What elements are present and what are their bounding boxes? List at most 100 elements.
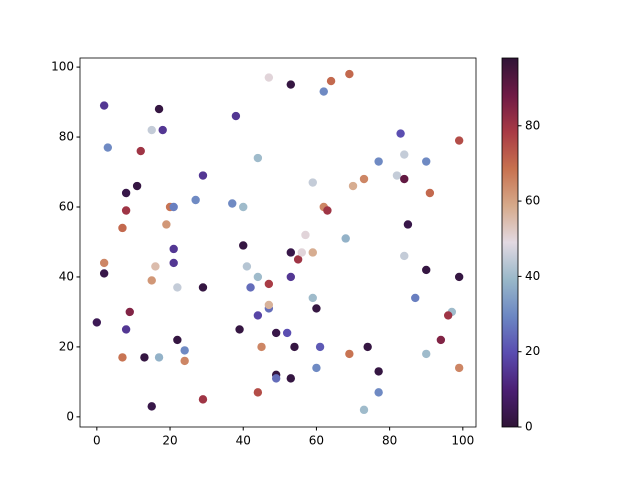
y-tick-label: 0 <box>66 409 74 423</box>
point <box>99 269 109 278</box>
point <box>454 363 464 373</box>
point <box>231 111 241 121</box>
point <box>125 307 134 317</box>
x-tick-label: 40 <box>236 434 251 448</box>
point <box>151 262 160 271</box>
point <box>345 69 354 79</box>
point <box>297 248 306 257</box>
point <box>92 318 102 327</box>
point <box>180 346 189 355</box>
point <box>253 388 263 397</box>
point <box>121 325 131 334</box>
point <box>118 223 127 233</box>
point <box>162 220 171 229</box>
point <box>118 353 127 362</box>
point <box>257 342 266 352</box>
point <box>99 101 109 110</box>
point <box>103 143 113 152</box>
point <box>422 265 431 275</box>
point <box>264 279 274 289</box>
point <box>158 125 167 135</box>
point <box>147 402 156 411</box>
point <box>400 150 409 159</box>
point <box>264 73 274 82</box>
point <box>308 293 317 303</box>
point <box>169 244 178 254</box>
point <box>374 157 383 166</box>
point <box>147 125 156 135</box>
point <box>271 328 281 338</box>
point <box>147 276 156 285</box>
x-tick-label: 0 <box>93 434 101 448</box>
point <box>436 335 446 345</box>
point <box>293 255 303 264</box>
point <box>286 272 296 282</box>
point <box>400 174 409 184</box>
point <box>403 220 413 229</box>
colorbar-tick-label: 40 <box>525 269 540 283</box>
point <box>454 136 464 145</box>
point <box>411 293 420 303</box>
point <box>264 300 274 310</box>
point <box>315 342 325 352</box>
colorbar-tick-label: 20 <box>525 344 540 358</box>
point <box>341 234 350 243</box>
point <box>422 349 431 359</box>
point <box>239 241 248 250</box>
point <box>169 202 178 212</box>
point <box>271 374 281 383</box>
point <box>374 367 383 376</box>
colorbar-tick-label: 80 <box>525 118 540 132</box>
point <box>400 251 409 261</box>
point <box>121 188 131 198</box>
x-tick-label: 20 <box>162 434 177 448</box>
point <box>239 202 248 212</box>
point <box>454 272 464 282</box>
point <box>443 311 453 320</box>
point <box>253 272 263 282</box>
point <box>180 356 189 366</box>
point <box>235 325 244 334</box>
point <box>198 395 208 404</box>
point <box>242 262 252 271</box>
point <box>396 129 405 138</box>
point <box>282 328 292 338</box>
point <box>169 258 178 268</box>
x-tick-label: 60 <box>309 434 324 448</box>
x-tick-label: 100 <box>451 434 474 448</box>
point <box>246 283 255 292</box>
point <box>121 206 131 215</box>
y-tick-label: 60 <box>59 199 74 213</box>
point <box>286 80 296 89</box>
point <box>154 353 164 362</box>
point <box>326 76 336 86</box>
point <box>198 283 208 292</box>
point <box>286 374 296 383</box>
point <box>308 178 317 187</box>
point <box>425 188 435 198</box>
point <box>392 171 402 180</box>
point <box>319 87 328 96</box>
point <box>312 363 321 373</box>
point <box>198 171 208 180</box>
point <box>359 405 369 415</box>
point <box>348 181 358 191</box>
point <box>290 342 299 352</box>
point <box>140 353 149 362</box>
x-tick-label: 80 <box>382 434 397 448</box>
point <box>132 181 142 191</box>
y-tick-label: 100 <box>51 60 74 74</box>
point <box>136 146 145 156</box>
y-tick-label: 40 <box>59 269 74 283</box>
point <box>323 206 332 215</box>
point <box>253 153 263 163</box>
point <box>173 335 182 345</box>
point <box>173 283 182 292</box>
plot-frame <box>79 57 477 428</box>
point <box>422 157 431 166</box>
colorbar-tick-label: 0 <box>525 420 533 434</box>
point <box>312 304 321 313</box>
point <box>99 258 109 268</box>
y-tick-label: 80 <box>59 130 74 144</box>
